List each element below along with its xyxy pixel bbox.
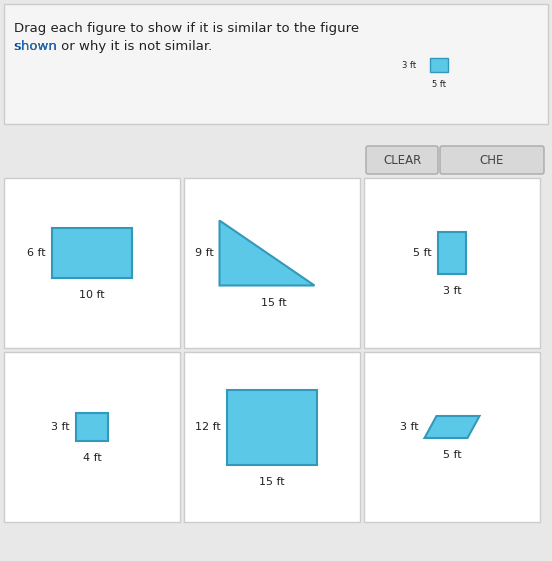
Text: 3 ft: 3 ft [400,422,418,432]
Text: shown: shown [14,40,57,53]
FancyBboxPatch shape [364,352,540,522]
FancyBboxPatch shape [184,178,360,348]
Bar [227,389,317,465]
FancyBboxPatch shape [364,178,540,348]
FancyBboxPatch shape [184,352,360,522]
Text: 3 ft: 3 ft [51,422,70,432]
Polygon shape [424,416,480,438]
Bar [76,413,108,441]
Text: CHE: CHE [480,154,504,167]
FancyBboxPatch shape [366,146,438,174]
Text: 12 ft: 12 ft [195,422,221,432]
Text: 5 ft: 5 ft [432,80,446,89]
FancyBboxPatch shape [4,352,180,522]
Bar [52,228,132,278]
Text: 5 ft: 5 ft [443,450,461,460]
Polygon shape [220,220,315,286]
Text: 3 ft: 3 ft [443,286,461,296]
Text: 9 ft: 9 ft [195,248,214,258]
FancyBboxPatch shape [4,178,180,348]
Bar [430,58,448,72]
Bar [438,232,466,274]
Text: 6 ft: 6 ft [28,248,46,258]
Text: CLEAR: CLEAR [383,154,421,167]
Text: 5 ft: 5 ft [413,248,432,258]
Text: Drag each figure to show if it is similar to the figure
shown or why it is not s: Drag each figure to show if it is simila… [14,22,359,53]
Text: 10 ft: 10 ft [79,290,105,300]
Text: 15 ft: 15 ft [261,297,287,307]
Text: 15 ft: 15 ft [259,476,285,486]
FancyBboxPatch shape [4,4,548,124]
Text: 4 ft: 4 ft [83,453,102,463]
Text: 3 ft: 3 ft [402,61,416,70]
FancyBboxPatch shape [440,146,544,174]
